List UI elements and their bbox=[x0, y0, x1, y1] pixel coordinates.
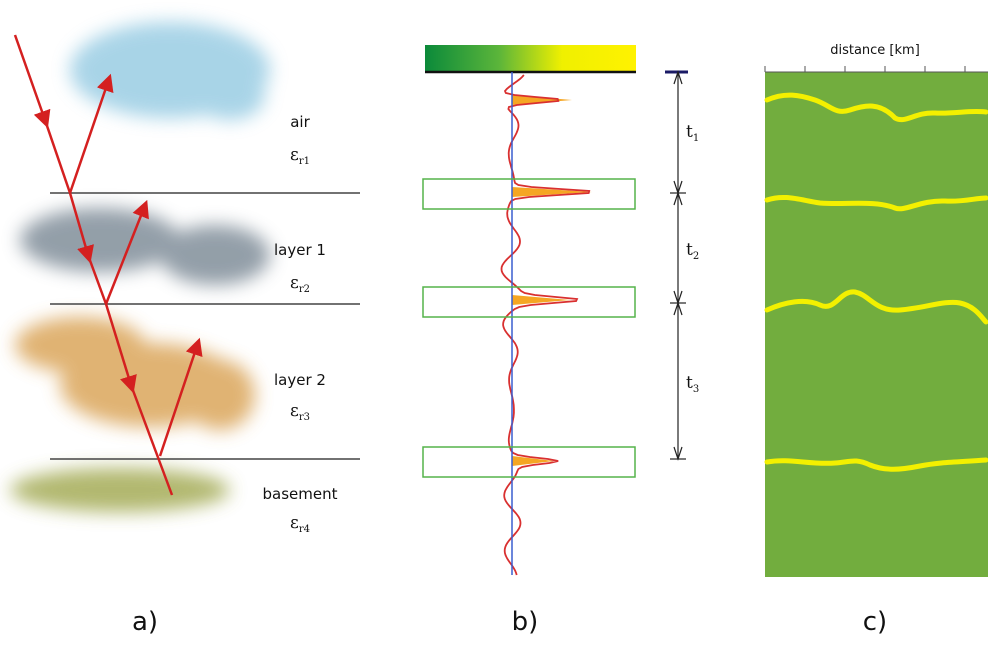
axis-ticks bbox=[765, 66, 988, 72]
time-dimension bbox=[665, 72, 688, 459]
trace bbox=[502, 75, 593, 575]
panel-label: b) bbox=[512, 607, 539, 637]
subscript: r1 bbox=[299, 156, 310, 167]
time-interval: t1 bbox=[686, 122, 699, 144]
subscript: 2 bbox=[693, 251, 699, 262]
time-interval: t2 bbox=[686, 240, 699, 262]
subscript: 3 bbox=[693, 384, 699, 395]
symbol: ε bbox=[290, 273, 299, 293]
panel-labels: a) b) c) bbox=[132, 607, 887, 637]
permittivity: εr1 bbox=[290, 145, 310, 167]
layer-name: air bbox=[290, 113, 310, 131]
permittivity: εr3 bbox=[290, 401, 310, 423]
panel-label: a) bbox=[132, 607, 158, 637]
color-bar bbox=[425, 45, 636, 72]
figure: air εr1 layer 1 εr2 layer 2 εr3 basement… bbox=[0, 0, 988, 641]
layer-name: layer 2 bbox=[274, 371, 326, 389]
layer-name: layer 1 bbox=[274, 241, 326, 259]
symbol: ε bbox=[290, 145, 299, 165]
waveform bbox=[502, 75, 590, 575]
permittivity: εr4 bbox=[290, 513, 310, 535]
time-labels: t1 t2 t3 bbox=[686, 122, 699, 395]
subscript: r3 bbox=[299, 412, 310, 423]
permittivity: εr2 bbox=[290, 273, 310, 295]
panel-label: c) bbox=[863, 607, 887, 637]
symbol: ε bbox=[290, 401, 299, 421]
radargram bbox=[765, 72, 988, 577]
clouds bbox=[10, 22, 270, 512]
subscript: r2 bbox=[299, 284, 310, 295]
subscript: r4 bbox=[299, 524, 310, 535]
axis-label: distance [km] bbox=[830, 43, 920, 58]
symbol: ε bbox=[290, 513, 299, 533]
layer-name: basement bbox=[263, 485, 338, 503]
layer-labels: air εr1 layer 1 εr2 layer 2 εr3 basement… bbox=[263, 113, 338, 535]
time-interval: t3 bbox=[686, 373, 699, 395]
subscript: 1 bbox=[693, 133, 699, 144]
reflection-boxes bbox=[423, 179, 635, 477]
